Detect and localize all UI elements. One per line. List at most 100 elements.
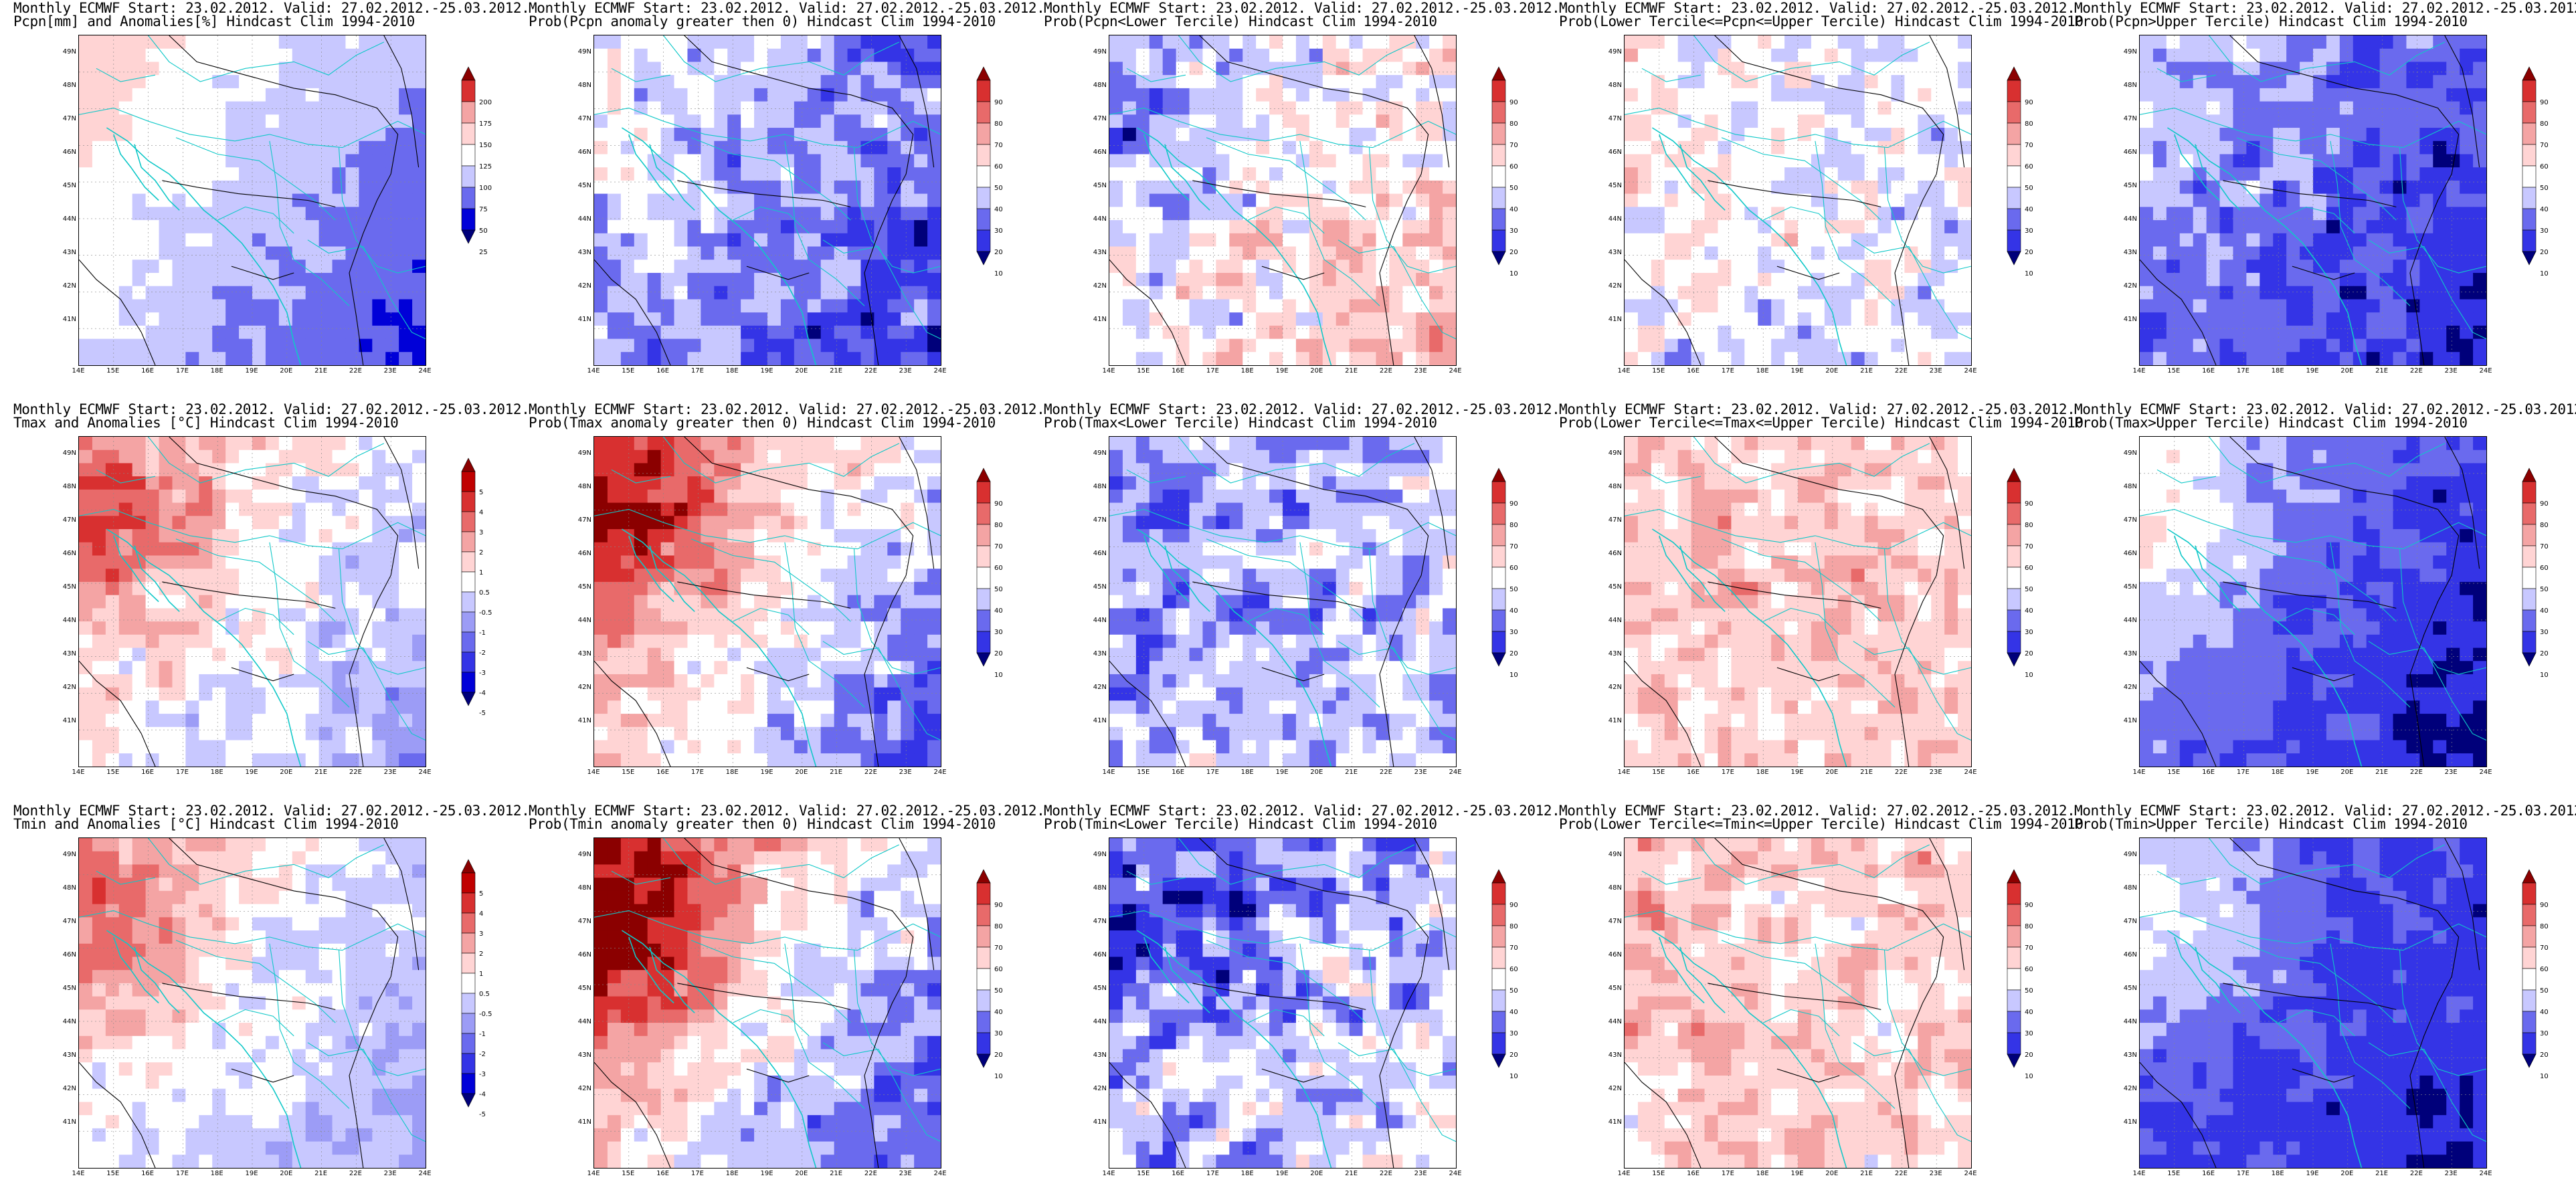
country-border	[1815, 943, 1896, 1109]
longitude-tick-label: 19E	[1790, 367, 1804, 375]
colorbar-tick-label: 40	[2025, 206, 2033, 213]
coastline	[1651, 127, 1847, 365]
longitude-tick-label: 19E	[245, 1170, 258, 1177]
longitude-tick-label: 19E	[1790, 1170, 1804, 1177]
coastline	[2195, 545, 2241, 612]
contour-line	[162, 180, 336, 207]
colorbar-tick-label: -0.5	[479, 1011, 492, 1018]
latitude-tick-label: 47N	[2123, 918, 2137, 925]
colorbar-segment	[461, 101, 476, 124]
coastline	[649, 144, 695, 211]
latitude-tick-label: 46N	[1093, 550, 1107, 557]
contour-line	[1109, 259, 1186, 365]
colorbar-segment	[1491, 1011, 1506, 1033]
map-field	[1109, 838, 1456, 1168]
longitude-tick-label: 23E	[1414, 1170, 1427, 1177]
longitude-tick-label: 14E	[1102, 367, 1115, 375]
contour-line	[1625, 1062, 1701, 1168]
contour-line	[1261, 667, 1325, 682]
colorbar-tick-label: -0.5	[479, 609, 492, 617]
country-border	[1815, 140, 1896, 306]
longitude-tick-label: 17E	[2236, 367, 2249, 375]
latitude-tick-label: 49N	[1093, 851, 1107, 858]
panel-header: Monthly ECMWF Start: 23.02.2012. Valid: …	[1559, 401, 2076, 417]
coastline	[2195, 144, 2241, 211]
longitude-tick-label: 22E	[1379, 1170, 1392, 1177]
longitude-tick-label: 19E	[760, 1170, 773, 1177]
map-panel-prob-pcpn-lower: Monthly ECMWF Start: 23.02.2012. Valid: …	[1030, 0, 1560, 401]
colorbar-tick-label: -1	[479, 629, 486, 637]
colorbar-segment	[2007, 524, 2021, 546]
latitude-tick-label: 48N	[62, 483, 76, 490]
country-border	[2278, 206, 2355, 234]
latitude-tick-label: 43N	[1093, 1051, 1107, 1059]
longitude-tick-label: 14E	[1617, 769, 1631, 776]
colorbar-segment	[976, 946, 991, 969]
panel-header: Monthly ECMWF Start: 23.02.2012. Valid: …	[529, 803, 1045, 819]
colorbar-segment	[2522, 1011, 2537, 1033]
country-border	[1247, 206, 1325, 234]
latitude-tick-label: 48N	[2123, 884, 2137, 892]
colorbar-tick-label: 30	[2025, 629, 2033, 636]
colorbar-tick-label: 30	[994, 629, 1003, 636]
colorbar-segment	[2522, 481, 2537, 504]
colorbar-tick-label: 100	[479, 185, 492, 192]
map-plot	[2139, 436, 2487, 767]
latitude-tick-label: 43N	[1093, 650, 1107, 658]
colorbar-segment	[1491, 208, 1506, 231]
longitude-tick-label: 20E	[280, 367, 293, 375]
longitude-tick-label: 17E	[691, 367, 704, 375]
longitude-tick-label: 18E	[210, 367, 223, 375]
contour-line	[1109, 1062, 1186, 1168]
latitude-tick-label: 49N	[577, 449, 591, 457]
map-panel-prob-tmax-middle: Monthly ECMWF Start: 23.02.2012. Valid: …	[1546, 401, 2084, 803]
colorbar-segment	[1491, 229, 1506, 252]
latitude-tick-label: 41N	[2123, 1118, 2137, 1126]
longitude-tick-label: 24E	[418, 367, 432, 375]
country-border	[2330, 140, 2411, 306]
colorbar-segment	[461, 912, 476, 934]
contour-line	[1192, 581, 1366, 609]
map-plot	[1109, 35, 1457, 366]
colorbar-max-arrow	[2522, 869, 2537, 884]
latitude-tick-label: 46N	[1093, 148, 1107, 156]
colorbar-min-arrow	[2522, 251, 2537, 266]
colorbar-tick-label: 90	[994, 902, 1003, 909]
colorbar-segment	[461, 551, 476, 573]
country-border	[2368, 1042, 2486, 1142]
longitude-tick-label: 20E	[1825, 1170, 1839, 1177]
longitude-tick-label: 16E	[656, 1170, 670, 1177]
longitude-tick-label: 22E	[864, 1170, 877, 1177]
country-border	[1299, 140, 1380, 306]
map-plot	[2139, 837, 2487, 1169]
contour-line	[2223, 180, 2397, 207]
latitude-tick-label: 49N	[62, 449, 76, 457]
country-border	[611, 68, 671, 82]
longitude-tick-label: 16E	[1687, 1170, 1700, 1177]
longitude-tick-label: 15E	[106, 367, 120, 375]
latitude-tick-label: 49N	[577, 851, 591, 858]
longitude-tick-label: 16E	[656, 367, 670, 375]
longitude-tick-label: 21E	[830, 1170, 843, 1177]
colorbar-segment	[461, 122, 476, 145]
colorbar-tick-label: 50	[1509, 987, 1518, 995]
contour-line	[2292, 1068, 2355, 1083]
coastline	[113, 535, 159, 603]
colorbar-segment	[976, 165, 991, 188]
country-border	[307, 1042, 426, 1142]
country-border	[1693, 838, 1930, 885]
coastline	[2174, 134, 2220, 201]
colorbar-segment	[1491, 545, 1506, 568]
latitude-tick-label: 42N	[2123, 1085, 2137, 1092]
longitude-tick-label: 15E	[2167, 769, 2181, 776]
latitude-tick-label: 43N	[1608, 1051, 1622, 1059]
contour-line	[1708, 983, 1881, 1010]
map-field	[594, 838, 941, 1168]
colorbar-segment	[461, 1013, 476, 1034]
longitude-tick-label: 19E	[2306, 367, 2319, 375]
contour-line	[1414, 35, 1450, 168]
latitude-tick-label: 49N	[1093, 48, 1107, 56]
colorbar-tick-label: 90	[2025, 902, 2033, 909]
country-border	[2330, 542, 2411, 708]
colorbar-segment	[2522, 588, 2537, 611]
